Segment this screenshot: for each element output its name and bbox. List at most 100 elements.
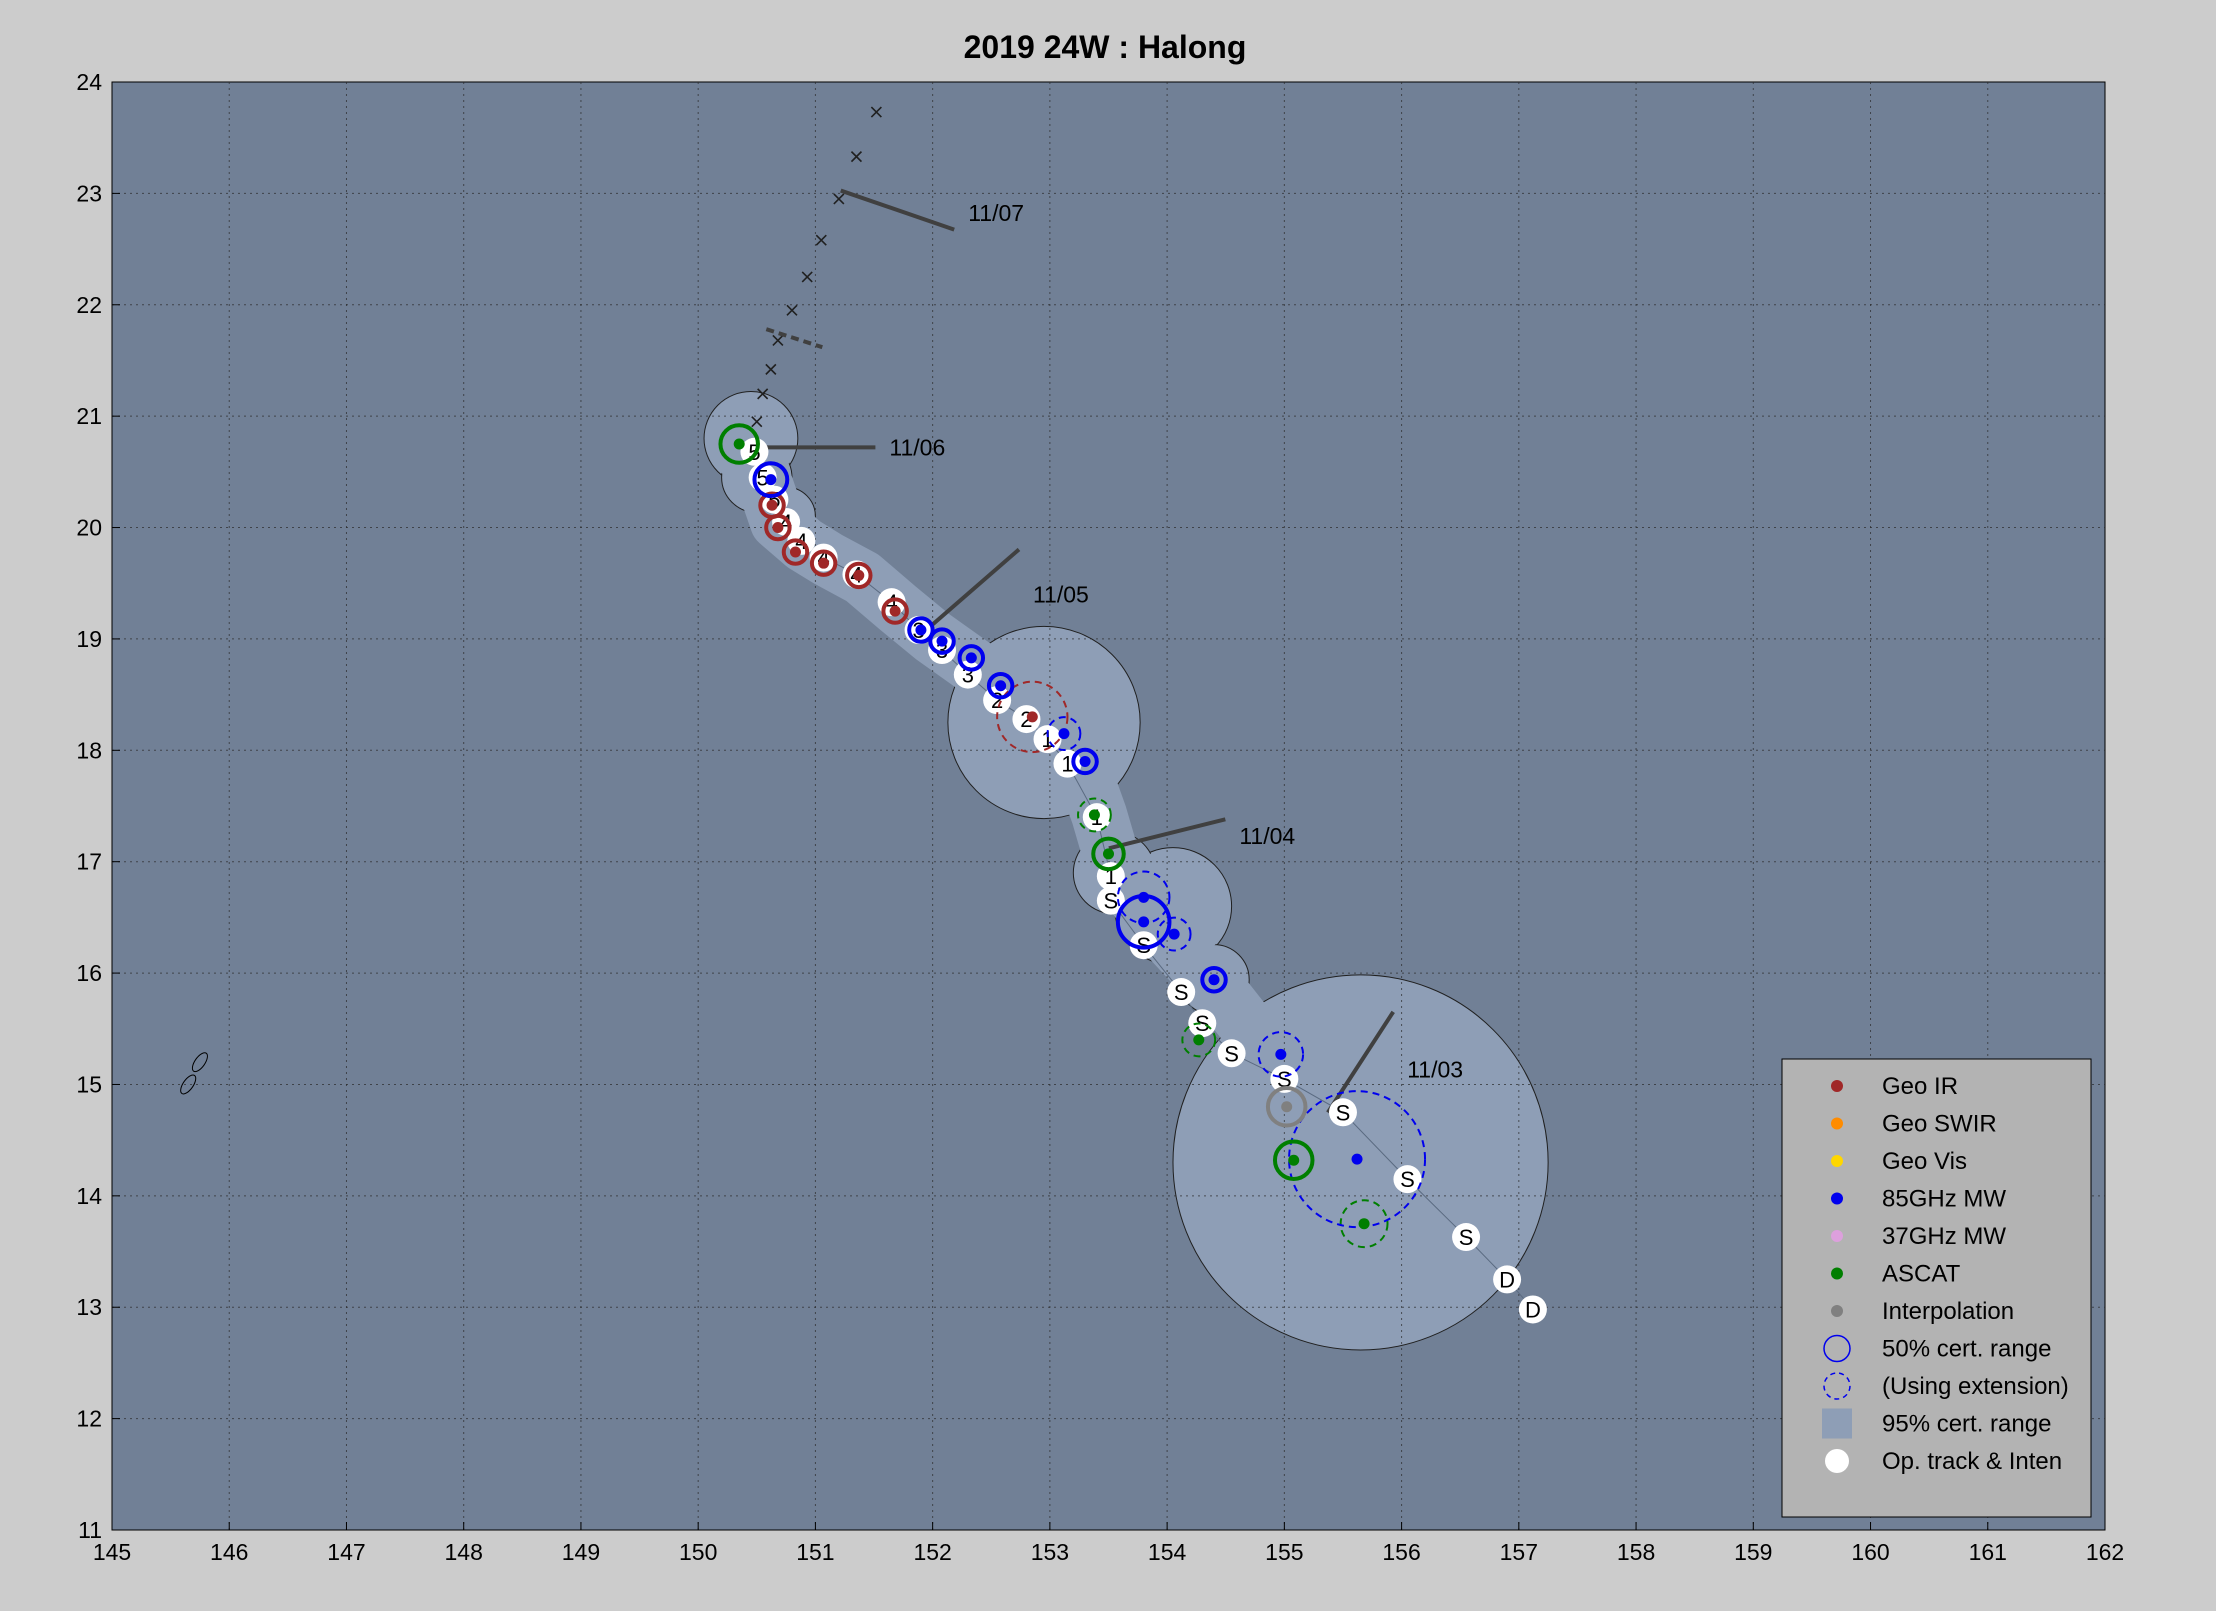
x-tick-label: 160 — [1851, 1539, 1889, 1565]
legend-swatch — [1825, 1449, 1849, 1473]
fix-dot — [789, 546, 801, 558]
x-tick-label: 161 — [1969, 1539, 2007, 1565]
x-tick-label: 148 — [445, 1539, 483, 1565]
y-tick-label: 18 — [76, 737, 102, 763]
legend-swatch — [1831, 1230, 1843, 1242]
op-track-label: 5 — [757, 465, 769, 490]
forecast-x-marker — [870, 106, 882, 118]
grid-lines — [112, 82, 2105, 1530]
op-track-label: 1 — [1041, 727, 1053, 752]
fix-certainty-circle — [1265, 1085, 1308, 1128]
fix-points — [718, 423, 1427, 1249]
fix-certainty-circle — [1156, 916, 1192, 952]
certainty-95-fill — [949, 627, 1139, 818]
fix-dot — [1275, 1048, 1287, 1060]
date-marker-line — [1108, 817, 1226, 851]
legend-label: (Using extension) — [1882, 1373, 2069, 1400]
fix-certainty-circle — [1200, 966, 1228, 994]
legend: Geo IR Geo SWIR Geo Vis 85GHz MW 37GHz MW ASC… — [1781, 1058, 2092, 1518]
island-outline — [180, 1074, 197, 1095]
op-track-label: S — [1224, 1041, 1239, 1066]
legend-swatch — [1831, 1155, 1843, 1167]
fix-dot — [1208, 974, 1220, 986]
forecast-x-marker — [833, 193, 845, 205]
op-track-label: D — [1525, 1297, 1541, 1322]
op-track-dot — [1129, 931, 1158, 960]
op-track-dot — [1217, 1039, 1246, 1068]
x-tick-label: 156 — [1382, 1539, 1420, 1565]
date-marker-line — [840, 188, 955, 232]
legend-swatch — [1823, 1372, 1851, 1400]
fix-dot — [818, 557, 830, 569]
fix-certainty-circle — [1091, 836, 1126, 872]
x-tick-label: 152 — [913, 1539, 951, 1565]
x-tick-label: 150 — [679, 1539, 717, 1565]
chart-title: 2019 24W : Halong — [964, 29, 1247, 65]
fix-certainty-circle — [907, 616, 935, 644]
fix-certainty-circle — [752, 461, 790, 499]
legend-label: 37GHz MW — [1882, 1223, 2006, 1250]
fix-dot — [853, 569, 865, 581]
fix-dot — [1138, 916, 1150, 928]
y-tick-label: 23 — [76, 180, 102, 206]
op-track-dot — [1452, 1223, 1481, 1252]
op-track-label: S — [1336, 1100, 1351, 1125]
y-tick-label: 12 — [76, 1406, 102, 1432]
op-track-dot — [1393, 1165, 1422, 1194]
date-marker-label: 11/06 — [889, 434, 945, 460]
y-tick-label: 15 — [76, 1071, 102, 1097]
op-track-dot — [1167, 978, 1196, 1007]
fix-dot — [765, 474, 777, 486]
fix-dot — [965, 652, 977, 664]
op-track-label: 1 — [1061, 752, 1073, 777]
x-tick-label: 149 — [562, 1539, 600, 1565]
y-tick-label: 24 — [76, 69, 102, 95]
op-track-label: S — [1400, 1167, 1415, 1192]
op-track-label: S — [1174, 980, 1189, 1005]
forecast-x-marker — [815, 234, 827, 246]
x-tick-label: 147 — [327, 1539, 365, 1565]
fix-dot — [1058, 728, 1070, 740]
fix-dot — [995, 680, 1007, 692]
date-marker-line — [1326, 1010, 1395, 1114]
fix-certainty-circle — [1071, 747, 1099, 776]
islands — [180, 1052, 208, 1095]
fix-certainty-circle — [1077, 797, 1112, 833]
forecast-x-marker — [751, 416, 763, 428]
legend-swatch — [1831, 1267, 1843, 1280]
forecast-track — [751, 106, 882, 428]
fix-dot — [766, 499, 778, 511]
date-markers: 11/03 11/04 11/05 11/06 11/07 — [755, 188, 1463, 1114]
forecast-x-marker — [772, 334, 784, 346]
fix-dot — [733, 438, 745, 450]
op-track-label: S — [1195, 1011, 1210, 1036]
fix-dot — [915, 624, 927, 636]
legend-label: Interpolation — [1882, 1298, 2014, 1325]
fix-certainty-circle — [758, 491, 786, 519]
legend-label: 85GHz MW — [1882, 1186, 2006, 1213]
fix-dot — [1193, 1034, 1205, 1046]
date-marker-label: 11/04 — [1239, 823, 1295, 849]
date-marker-label: 11/07 — [968, 200, 1024, 226]
x-tick-label: 158 — [1617, 1539, 1655, 1565]
op-track-dot — [1328, 1098, 1357, 1127]
fix-dot — [1358, 1218, 1370, 1230]
fix-certainty-circle — [996, 680, 1069, 754]
forecast-x-marker — [801, 271, 813, 283]
fix-dot — [1288, 1154, 1300, 1166]
legend-label: 50% cert. range — [1882, 1336, 2051, 1363]
forecast-x-marker — [786, 304, 798, 316]
legend-box — [1781, 1058, 2092, 1518]
fix-dot — [936, 635, 948, 647]
fix-dot — [1351, 1153, 1363, 1165]
y-tick-label: 14 — [76, 1183, 102, 1209]
forecast-x-marker — [850, 151, 863, 163]
fix-certainty-circle — [1288, 1090, 1427, 1229]
op-track-dot — [928, 636, 957, 665]
fix-dot — [1138, 891, 1150, 903]
fix-certainty-circle — [1339, 1199, 1389, 1249]
op-track-dot — [1518, 1295, 1547, 1324]
forecast-x-marker — [765, 363, 777, 375]
x-tick-label: 159 — [1734, 1539, 1772, 1565]
fix-certainty-circle — [718, 423, 760, 465]
